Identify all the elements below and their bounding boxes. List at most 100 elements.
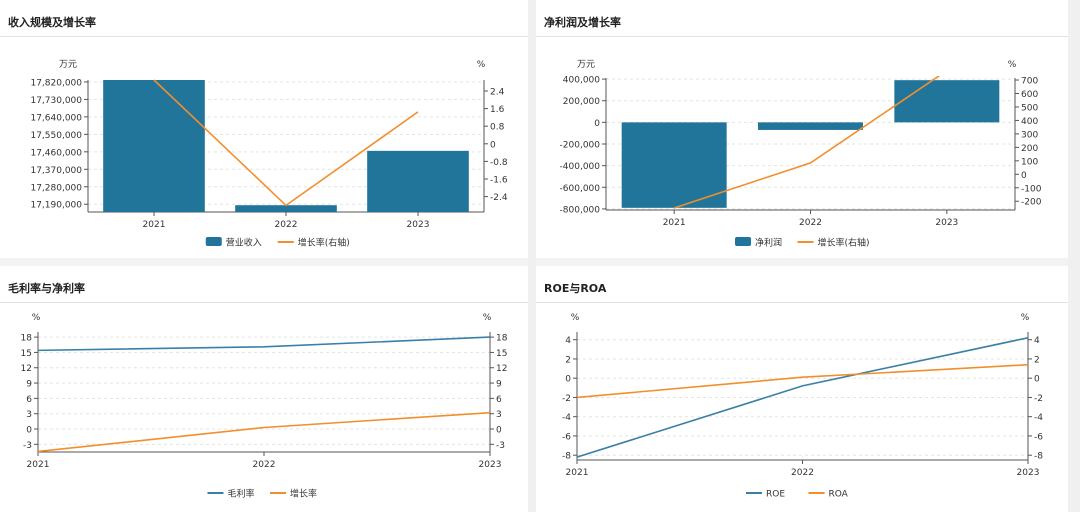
y-tick-label-right: 12 xyxy=(496,364,507,374)
y-tick-label-left: 2 xyxy=(565,355,571,365)
y-tick-label-left: 9 xyxy=(26,380,32,390)
y-unit-right: % xyxy=(483,313,492,323)
y-tick-label-right: 6 xyxy=(496,395,502,405)
panel-title: 收入规模及增长率 xyxy=(8,16,96,29)
panel-title: 毛利率与净利率 xyxy=(8,282,85,295)
row-separator xyxy=(0,258,1080,266)
y-tick-label-right: 600 xyxy=(1021,90,1038,100)
y-unit-left: 万元 xyxy=(577,60,595,70)
y-tick-label-right: 9 xyxy=(496,380,502,390)
y-tick-label-right: 400 xyxy=(1021,117,1038,127)
y-tick-label-right: 1.6 xyxy=(490,105,505,115)
y-tick-label-left: 0 xyxy=(594,119,600,129)
y-unit-right: % xyxy=(1008,60,1017,70)
y-tick-label-right: 3 xyxy=(496,410,502,420)
y-tick-label-left: -600,000 xyxy=(560,184,601,194)
divider xyxy=(536,36,1068,37)
y-tick-label-right: 0 xyxy=(1034,375,1040,385)
y-tick-label-left: -3 xyxy=(23,441,32,451)
bar-2022 xyxy=(235,205,337,212)
y-tick-label-right: 0.8 xyxy=(490,123,505,133)
y-tick-label-right: -1.6 xyxy=(490,176,508,186)
legend-label: 增长率(右轴) xyxy=(298,237,350,249)
x-tick-label: 2022 xyxy=(253,460,276,470)
column-separator xyxy=(528,0,536,512)
y-tick-label-left: 17,820,000 xyxy=(30,78,82,88)
right-scrollbar-track xyxy=(1068,0,1080,512)
y-unit-right: % xyxy=(477,60,486,70)
legend-label: ROE xyxy=(766,490,785,500)
y-tick-label-left: -4 xyxy=(562,413,571,423)
series-line-毛利率 xyxy=(38,336,490,352)
y-tick-label-right: 4 xyxy=(1034,336,1040,346)
y-tick-label-right: -200 xyxy=(1021,198,1042,208)
y-tick-label-right: 0 xyxy=(496,426,502,436)
x-tick-label: 2021 xyxy=(566,468,589,478)
y-tick-label-left: 400,000 xyxy=(563,76,600,86)
legend-label: 增长率(右轴) xyxy=(818,237,870,249)
x-tick-label: 2022 xyxy=(275,220,298,230)
y-unit-left: % xyxy=(32,313,41,323)
panel-title: 净利润及增长率 xyxy=(544,16,621,29)
margins-chart: -3 0 3 6 9 12 15 18 -3 0 3 6 9 12 15 18% % 2021 2022 2023 毛利… xyxy=(21,313,508,500)
series-line-ROA xyxy=(577,363,1028,399)
y-tick-label-right: 0 xyxy=(1021,171,1027,181)
y-tick-label-left: 6 xyxy=(26,395,32,405)
x-tick-label: 2023 xyxy=(935,218,958,228)
y-tick-label-right: -6 xyxy=(1034,432,1043,442)
x-tick-label: 2023 xyxy=(479,460,502,470)
y-tick-label-right: 2 xyxy=(1034,355,1040,365)
y-tick-label-right: 100 xyxy=(1021,157,1038,167)
y-tick-label-left: -6 xyxy=(562,432,571,442)
x-tick-label: 2023 xyxy=(407,220,430,230)
legend-swatch-bar xyxy=(205,237,222,246)
y-tick-label-right: 500 xyxy=(1021,103,1038,113)
y-tick-label-left: 3 xyxy=(26,410,32,420)
y-tick-label-left: -800,000 xyxy=(560,205,601,215)
y-unit-right: % xyxy=(1021,313,1030,323)
y-tick-label-left: 17,190,000 xyxy=(30,201,82,211)
y-tick-label-right: 300 xyxy=(1021,130,1038,140)
legend-swatch-bar xyxy=(735,237,751,246)
legend-label: 营业收入 xyxy=(226,237,262,249)
legend-label: ROA xyxy=(829,490,849,500)
y-tick-label-right: 2.4 xyxy=(490,88,505,98)
y-tick-label-left: 12 xyxy=(21,364,32,374)
y-tick-label-left: 17,370,000 xyxy=(30,166,82,176)
x-tick-label: 2022 xyxy=(791,468,814,478)
y-tick-label-left: -400,000 xyxy=(560,162,601,172)
y-tick-label-right: -4 xyxy=(1034,413,1043,423)
bar-2023 xyxy=(367,150,469,212)
profit-chart: -800,000 -600,000 -400,000 -200,000 0 200,000… xyxy=(560,60,1042,249)
y-tick-label-left: 17,640,000 xyxy=(30,113,82,123)
x-tick-label: 2021 xyxy=(27,460,50,470)
y-tick-label-left: 17,730,000 xyxy=(30,96,82,106)
y-tick-label-right: -0.8 xyxy=(490,158,508,168)
y-tick-label-left: 0 xyxy=(565,375,571,385)
y-tick-label-left: -200,000 xyxy=(560,141,601,151)
y-tick-label-right: 15 xyxy=(496,349,507,359)
profit-panel: 净利润及增长率 -800,000 -600,000 -400,000 -200,000… xyxy=(536,0,1068,258)
y-tick-label-right: -100 xyxy=(1021,184,1042,194)
series-line-增长率(右轴) xyxy=(153,79,419,207)
bar-2021 xyxy=(103,80,205,212)
revenue-panel: 收入规模及增长率 17,190,000 17,280,000 17,370,000 1… xyxy=(0,0,528,258)
y-tick-label-right: -2 xyxy=(1034,394,1043,404)
y-tick-label-right: -8 xyxy=(1034,452,1043,462)
series-line-增长率(右轴) xyxy=(673,76,941,209)
y-tick-label-left: 200,000 xyxy=(563,97,600,107)
x-tick-label: 2021 xyxy=(663,218,686,228)
legend-label: 增长率 xyxy=(290,488,317,500)
bar-2023 xyxy=(894,80,1000,123)
revenue-chart: 17,190,000 17,280,000 17,370,000 17,460,000… xyxy=(30,60,508,249)
divider xyxy=(0,302,528,303)
y-tick-label-right: 0 xyxy=(490,140,496,150)
y-tick-label-right: -2.4 xyxy=(490,193,508,203)
y-tick-label-left: 17,550,000 xyxy=(30,131,82,141)
y-tick-label-left: 15 xyxy=(21,349,32,359)
y-tick-label-left: -2 xyxy=(562,394,571,404)
margins-panel: 毛利率与净利率 -3 0 3 6 9 12 15 18 -3 0 3 6 9 12 15 18%% 2021 20… xyxy=(0,266,528,512)
y-tick-label-left: 0 xyxy=(26,426,32,436)
bar-2021 xyxy=(621,122,727,208)
